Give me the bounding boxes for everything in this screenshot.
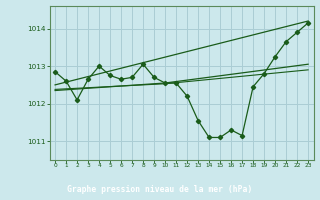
Text: Graphe pression niveau de la mer (hPa): Graphe pression niveau de la mer (hPa) [68, 185, 252, 194]
